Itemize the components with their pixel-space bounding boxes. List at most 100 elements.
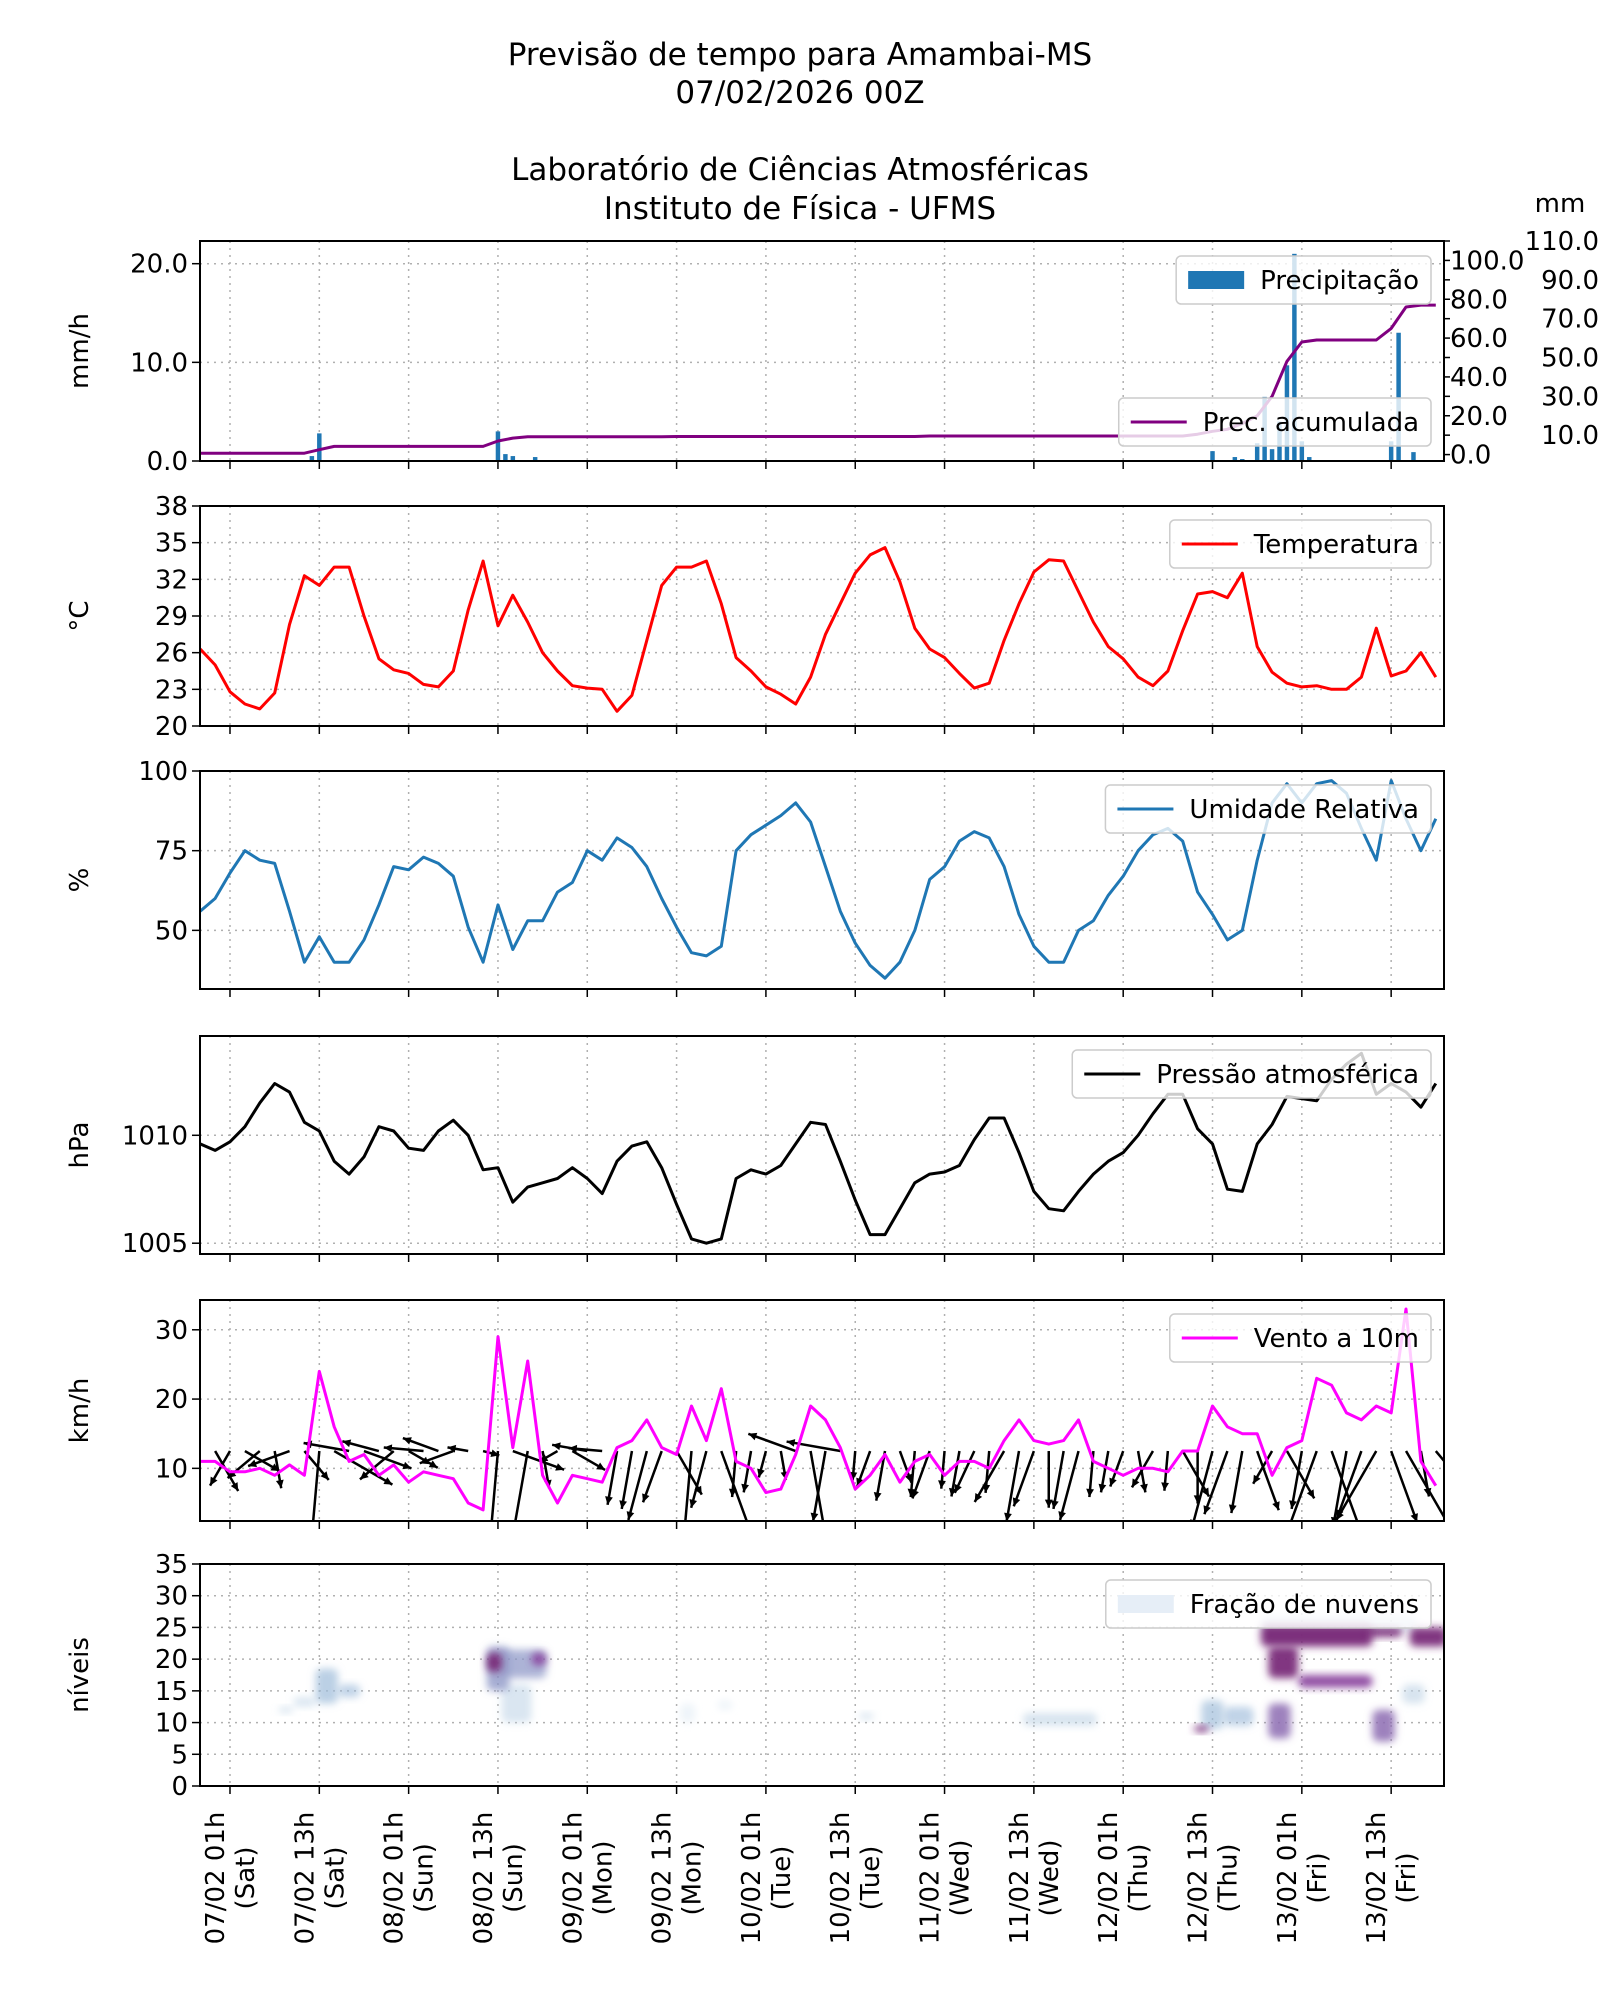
precipitation-bar <box>1269 449 1275 461</box>
wind-arrow-head <box>227 1469 237 1479</box>
wind-arrow-head <box>1201 1487 1209 1497</box>
wind-arrow-head <box>1448 1466 1456 1475</box>
wind-arrow-head <box>605 1496 613 1505</box>
right-y-tick-label: 80.0 <box>1450 285 1508 315</box>
x-tick-label: 11/02 13h (Wed) <box>1005 1812 1065 1945</box>
wind-arrow-head <box>1253 1474 1261 1484</box>
cloud-fraction-region <box>1223 1706 1254 1726</box>
x-tick-date: 11/02 01h <box>916 1812 946 1945</box>
x-tick-label: 09/02 01h (Mon) <box>558 1812 618 1945</box>
wind-arrow <box>1434 1450 1444 1463</box>
y-tick-label: 20.0 <box>130 250 188 280</box>
wind-arrow-head <box>596 1462 606 1470</box>
series-group <box>200 1051 1438 1245</box>
wind-arrow <box>747 1432 797 1453</box>
x-tick-date: 10/02 01h <box>737 1812 767 1945</box>
wind-arrow <box>1335 1450 1363 1519</box>
y-tick-label: 1005 <box>122 1229 188 1259</box>
wind-arrow <box>1230 1450 1244 1514</box>
x-tick-day: (Fri) <box>1303 1852 1333 1903</box>
axes-frame <box>199 770 1445 990</box>
legend-temperature: Temperatura <box>1169 519 1432 569</box>
cloud-fraction-region <box>1260 1624 1373 1647</box>
precipitation-bar <box>309 456 315 461</box>
wind-arrow-head <box>210 1476 218 1486</box>
cloud-fraction-region <box>1372 1709 1395 1742</box>
wind-arrow-head <box>1012 1497 1021 1507</box>
wind-arrow-head <box>954 1483 962 1493</box>
x-tick-day: (Sun) <box>410 1843 440 1913</box>
y-axis-label: hPa <box>65 1122 95 1169</box>
y-tick-label: 1010 <box>122 1121 188 1151</box>
cloud-fraction-region <box>1022 1713 1098 1726</box>
x-tick-date: 07/02 01h <box>201 1812 231 1945</box>
wind-arrow-head <box>402 1437 412 1445</box>
axes-frame <box>199 1563 1445 1787</box>
legend-label: Fração de nuvens <box>1190 1590 1419 1620</box>
wind-arrow-head <box>1289 1500 1297 1509</box>
wind-arrow-head <box>507 1548 515 1557</box>
wind-arrow <box>1290 1450 1304 1510</box>
wind-arrow-head <box>786 1439 796 1447</box>
wind-arrow-head <box>619 1500 627 1509</box>
precipitation-bar <box>1254 443 1260 461</box>
wind-arrow <box>620 1450 634 1510</box>
wind-arrow-head <box>911 1489 919 1499</box>
x-tick-date: 12/02 01h <box>1094 1812 1124 1945</box>
y-axis-label: níveis <box>65 1637 95 1713</box>
cloud-fraction-region <box>1268 1646 1299 1679</box>
wind-arrow-head <box>248 1459 258 1468</box>
legend-label: Umidade Relativa <box>1189 795 1419 825</box>
wind-arrow-head <box>419 1456 429 1465</box>
wind-arrow-head <box>689 1498 698 1508</box>
wind-arrow-head <box>359 1471 369 1480</box>
wind-arrow <box>311 1450 321 1521</box>
axes-frame <box>199 240 1445 462</box>
y-tick-label: 5 <box>171 1740 188 1770</box>
y-tick-label: 26 <box>155 639 188 669</box>
temperatura-line <box>200 546 1438 713</box>
x-tick-day: (Thu) <box>1124 1843 1154 1912</box>
legend-precipitation: Precipitação <box>1175 255 1432 305</box>
wind-arrow-head <box>1004 1512 1012 1521</box>
wind-arrow-head <box>904 1473 913 1483</box>
wind-arrow-head <box>447 1444 457 1453</box>
wind-arrow-head <box>342 1439 352 1448</box>
wind-arrow <box>627 1450 649 1521</box>
wind-arrow-head <box>1410 1513 1418 1521</box>
wind-arrow-head <box>938 1480 946 1489</box>
wind-arrow-head <box>402 1461 412 1470</box>
x-tick-day: (Sun) <box>499 1843 529 1913</box>
cloud-fraction-region <box>1409 1627 1444 1647</box>
legend-box <box>1117 397 1432 447</box>
wind-arrow <box>1005 1450 1021 1521</box>
right-y-tick-label: 30.0 <box>1541 382 1599 412</box>
wind-arrow-head <box>826 1520 827 1521</box>
precipitation-bar <box>495 431 501 461</box>
right-y-tick-label: 110.0 <box>1525 227 1599 257</box>
wind-arrow-head <box>748 1432 758 1441</box>
cloud-fraction-region <box>315 1668 338 1704</box>
wind-arrow-head <box>1357 1529 1364 1538</box>
wind-arrow-head <box>746 1527 753 1536</box>
wind-arrow-head <box>948 1487 957 1497</box>
right-y-tick-label: 90.0 <box>1541 266 1599 296</box>
x-tick-day: (Sat) <box>320 1847 350 1910</box>
right-y-tick-label: 20.0 <box>1450 402 1508 432</box>
y-tick-label: 0 <box>171 1772 188 1802</box>
wind-arrow-head <box>873 1492 882 1501</box>
institute-name: Instituto de Física - UFMS <box>604 191 996 227</box>
right-y-tick-label: 60.0 <box>1450 324 1508 354</box>
cloud-fraction-region <box>1298 1675 1373 1688</box>
series-group <box>200 546 1438 713</box>
wind-arrow <box>1255 1450 1280 1511</box>
y-tick-label: 30 <box>155 1316 188 1346</box>
right-y-tick-label: 100.0 <box>1450 246 1524 276</box>
legend-label: Pressão atmosférica <box>1156 1060 1419 1090</box>
y-tick-label: 10.0 <box>130 348 188 378</box>
wind-arrow-head <box>1109 1477 1117 1487</box>
cloud-fraction-region <box>1201 1700 1224 1729</box>
precipitation-bar <box>510 456 516 461</box>
x-tick-day: (Mon) <box>678 1840 708 1915</box>
